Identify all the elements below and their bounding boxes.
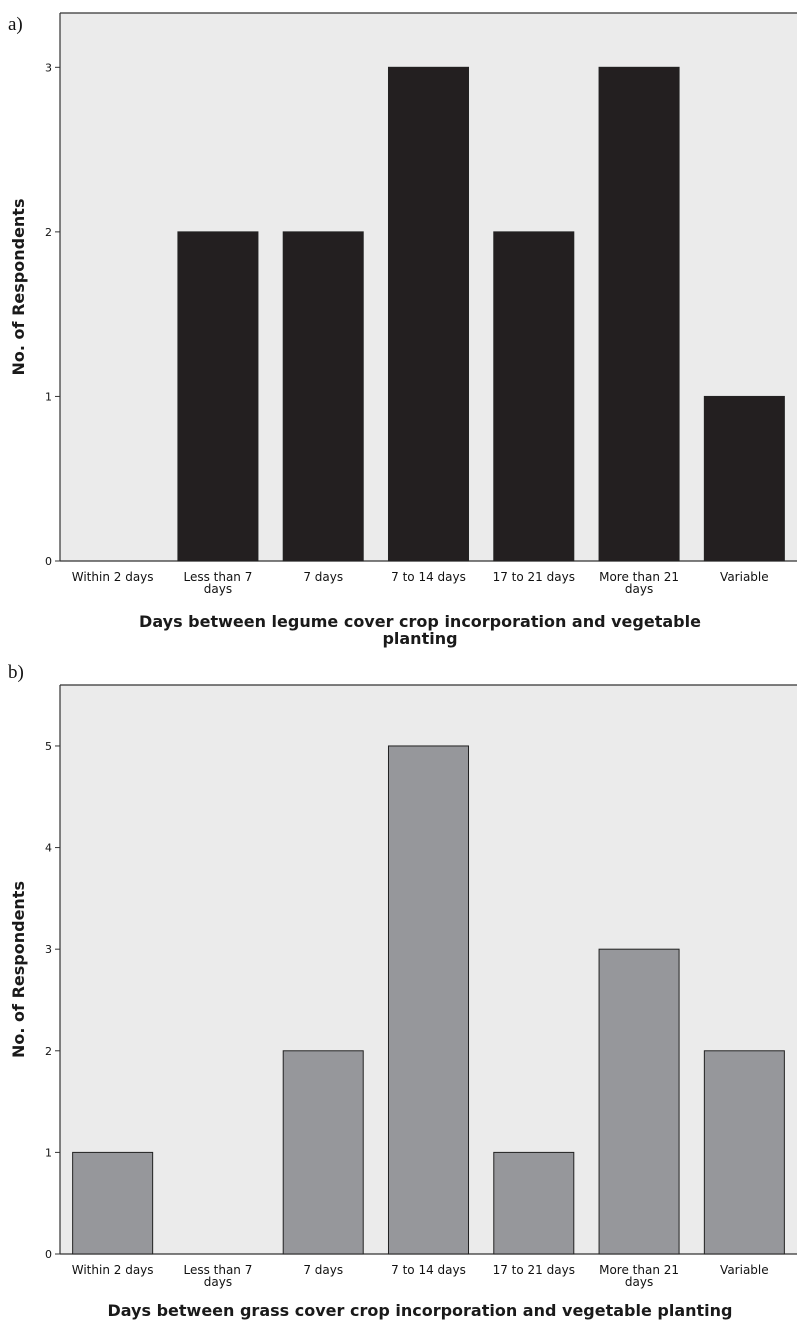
x-tick-label: Variable [720,1263,769,1277]
y-tick-label: 2 [45,1045,52,1058]
y-tick-label: 3 [45,943,52,956]
bar-5 [598,66,680,562]
y-axis-title: No. of Respondents [9,199,28,376]
y-tick-label: 3 [45,61,52,74]
bar-0 [72,1151,154,1255]
x-tick-label: 17 to 21 days [493,570,575,584]
panel-letter-a: a) [8,14,23,35]
x-tick-label: 7 days [303,1263,343,1277]
x-tick-label: Variable [720,570,769,584]
x-tick-label: More than 21 days [599,570,679,596]
bar-6 [703,395,785,562]
y-axis-title: No. of Respondents [9,881,28,1058]
bar-2 [282,231,364,562]
y-tick-label: 1 [45,390,52,403]
bar-chart-legume: 0 1 2 3 Within 2 days Less than 7 days 7 days 7 … [9,12,797,648]
x-tick-label: Within 2 days [72,570,154,584]
y-tick-label: 2 [45,226,52,239]
bar-6 [703,1050,785,1255]
chart-panel-a: a) 0 1 2 3 Within 2 days Less than 7 days 7 day… [0,0,799,660]
bar-1 [177,231,259,562]
x-tick-label: 7 to 14 days [391,1263,466,1277]
x-axis-title: Days between legume cover crop incorpora… [139,612,701,648]
y-tick-label: 4 [45,842,52,855]
x-axis-title: Days between grass cover crop incorporat… [107,1301,732,1320]
x-tick-label: More than 21 days [599,1263,679,1289]
y-tick-label: 0 [45,1248,52,1261]
x-tick-label: 7 to 14 days [391,570,466,584]
bar-4 [493,231,575,562]
bar-3 [387,745,470,1255]
x-tick-label: Within 2 days [72,1263,154,1277]
bar-chart-grass: 0 1 2 3 4 5 Within 2 days Less than 7 days 7 days… [9,684,797,1320]
y-tick-label: 0 [45,555,52,568]
bar-3 [387,66,470,562]
x-tick-label: Less than 7 days [183,570,252,596]
bar-4 [493,1151,575,1255]
bar-5 [598,948,680,1255]
y-tick-label: 1 [45,1146,52,1159]
y-tick-label: 5 [45,740,52,753]
x-tick-label: 17 to 21 days [493,1263,575,1277]
panel-letter-b: b) [8,662,24,683]
x-tick-label: Less than 7 days [183,1263,252,1289]
bar-2 [282,1050,364,1255]
x-tick-label: 7 days [303,570,343,584]
chart-panel-b: b) 0 1 2 3 4 5 Within 2 days Less than 7 days 7 d… [0,660,799,1328]
